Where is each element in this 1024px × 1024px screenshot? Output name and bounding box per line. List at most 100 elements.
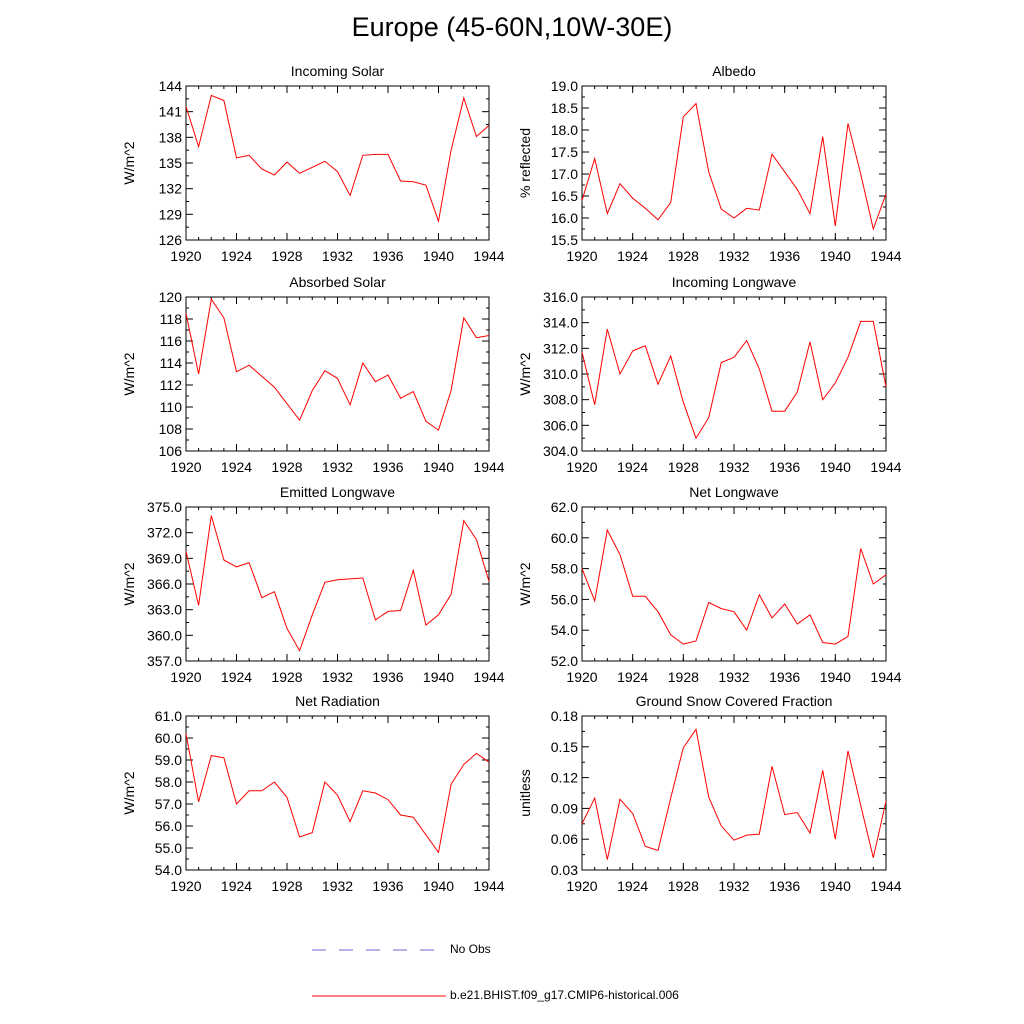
y-tick-label: 310.0 xyxy=(543,366,578,382)
x-tick-label: 1936 xyxy=(372,459,403,475)
x-tick-label: 1928 xyxy=(668,669,699,685)
y-tick-label: 132 xyxy=(159,181,183,197)
x-tick-label: 1920 xyxy=(566,878,597,894)
y-tick-label: 144 xyxy=(159,78,183,94)
y-tick-label: 141 xyxy=(159,104,183,120)
x-tick-label: 1940 xyxy=(820,459,851,475)
x-tick-label: 1924 xyxy=(617,248,648,264)
x-tick-label: 1928 xyxy=(271,459,302,475)
x-tick-label: 1940 xyxy=(423,459,454,475)
y-tick-label: 314.0 xyxy=(543,315,578,331)
y-tick-label: 18.0 xyxy=(551,122,578,138)
x-tick-label: 1920 xyxy=(170,459,201,475)
x-tick-label: 1928 xyxy=(271,248,302,264)
y-tick-label: 57.0 xyxy=(155,796,182,812)
y-tick-label: 375.0 xyxy=(147,499,182,515)
x-tick-label: 1932 xyxy=(718,669,749,685)
y-tick-label: 304.0 xyxy=(543,443,578,459)
y-tick-label: 357.0 xyxy=(147,653,182,669)
y-tick-label: 15.5 xyxy=(551,232,578,248)
x-tick-label: 1944 xyxy=(870,878,901,894)
x-tick-label: 1936 xyxy=(769,878,800,894)
page-title: Europe (45-60N,10W-30E) xyxy=(351,12,673,42)
plot-title: Absorbed Solar xyxy=(289,274,386,290)
y-tick-label: 16.5 xyxy=(551,188,578,204)
x-tick-label: 1924 xyxy=(617,459,648,475)
y-tick-label: 129 xyxy=(159,206,183,222)
y-tick-label: 126 xyxy=(159,232,183,248)
plot-title: Net Radiation xyxy=(295,693,380,709)
y-tick-label: 363.0 xyxy=(147,602,182,618)
y-tick-label: 60.0 xyxy=(155,730,182,746)
x-tick-label: 1944 xyxy=(473,669,504,685)
panel-3: Absorbed Solar W/m^2 1920 1924 1928 1932 1936 1… xyxy=(121,274,505,475)
x-tick-label: 1928 xyxy=(668,878,699,894)
plot-title: Incoming Solar xyxy=(291,63,385,79)
y-tick-label: 112 xyxy=(160,377,183,393)
y-tick-label: 0.12 xyxy=(551,770,578,786)
y-tick-label: 308.0 xyxy=(543,392,578,408)
y-tick-label: 366.0 xyxy=(147,576,182,592)
x-tick-label: 1920 xyxy=(170,669,201,685)
x-tick-label: 1932 xyxy=(322,669,353,685)
x-tick-label: 1940 xyxy=(423,878,454,894)
y-tick-label: 0.15 xyxy=(551,739,578,755)
x-tick-label: 1932 xyxy=(322,459,353,475)
y-axis-label: W/m^2 xyxy=(121,771,137,814)
y-tick-label: 59.0 xyxy=(155,752,182,768)
y-axis-label: W/m^2 xyxy=(517,562,533,605)
y-tick-label: 372.0 xyxy=(147,525,182,541)
plot-title: Net Longwave xyxy=(689,484,779,500)
panel-6: Net Longwave W/m^2 1920 1924 1928 1932 1936 194… xyxy=(517,484,902,685)
x-tick-label: 1936 xyxy=(372,248,403,264)
y-tick-label: 0.06 xyxy=(551,831,578,847)
y-tick-label: 19.0 xyxy=(551,78,578,94)
y-tick-label: 17.0 xyxy=(551,166,578,182)
panel-2: Albedo % reflected 1920 1924 1928 1932 1936 194… xyxy=(517,63,902,264)
y-tick-label: 56.0 xyxy=(155,818,182,834)
y-tick-label: 16.0 xyxy=(551,210,578,226)
y-tick-label: 18.5 xyxy=(551,100,578,116)
x-tick-label: 1920 xyxy=(566,248,597,264)
x-tick-label: 1932 xyxy=(322,248,353,264)
plot-title: Albedo xyxy=(712,63,756,79)
x-tick-label: 1944 xyxy=(870,248,901,264)
x-tick-label: 1924 xyxy=(221,878,252,894)
y-tick-label: 135 xyxy=(159,155,183,171)
y-tick-label: 55.0 xyxy=(155,840,182,856)
y-tick-label: 0.18 xyxy=(551,708,578,724)
y-tick-label: 62.0 xyxy=(551,499,578,515)
y-tick-label: 61.0 xyxy=(155,708,182,724)
y-tick-label: 52.0 xyxy=(551,653,578,669)
y-tick-label: 116 xyxy=(160,333,183,349)
x-tick-label: 1932 xyxy=(718,878,749,894)
x-tick-label: 1928 xyxy=(668,459,699,475)
y-axis-label: W/m^2 xyxy=(121,352,137,395)
x-tick-label: 1928 xyxy=(271,669,302,685)
y-tick-label: 58.0 xyxy=(551,561,578,577)
y-tick-label: 17.5 xyxy=(551,144,578,160)
y-tick-label: 120 xyxy=(159,289,183,305)
x-tick-label: 1944 xyxy=(473,248,504,264)
y-tick-label: 138 xyxy=(159,129,183,145)
x-tick-label: 1928 xyxy=(271,878,302,894)
plot-title: Ground Snow Covered Fraction xyxy=(636,693,833,709)
y-tick-label: 106 xyxy=(159,443,183,459)
panel-7: Net Radiation W/m^2 1920 1924 1928 1932 1936 19… xyxy=(121,693,505,894)
x-tick-label: 1932 xyxy=(718,459,749,475)
y-tick-label: 312.0 xyxy=(543,340,578,356)
y-tick-label: 108 xyxy=(159,421,183,437)
panel-1: Incoming Solar W/m^2 1920 1924 1928 1932 1936 1… xyxy=(121,63,505,264)
x-tick-label: 1920 xyxy=(566,669,597,685)
x-tick-label: 1940 xyxy=(820,878,851,894)
x-tick-label: 1920 xyxy=(170,878,201,894)
y-axis-label: W/m^2 xyxy=(121,141,137,184)
panel-4: Incoming Longwave W/m^2 1920 1924 1928 1932 19… xyxy=(517,274,902,475)
x-tick-label: 1940 xyxy=(423,669,454,685)
x-tick-label: 1940 xyxy=(423,248,454,264)
legend-model-label: b.e21.BHIST.f09_g17.CMIP6-historical.006 xyxy=(450,988,679,1002)
plot-title: Emitted Longwave xyxy=(280,484,395,500)
y-tick-label: 60.0 xyxy=(551,530,578,546)
